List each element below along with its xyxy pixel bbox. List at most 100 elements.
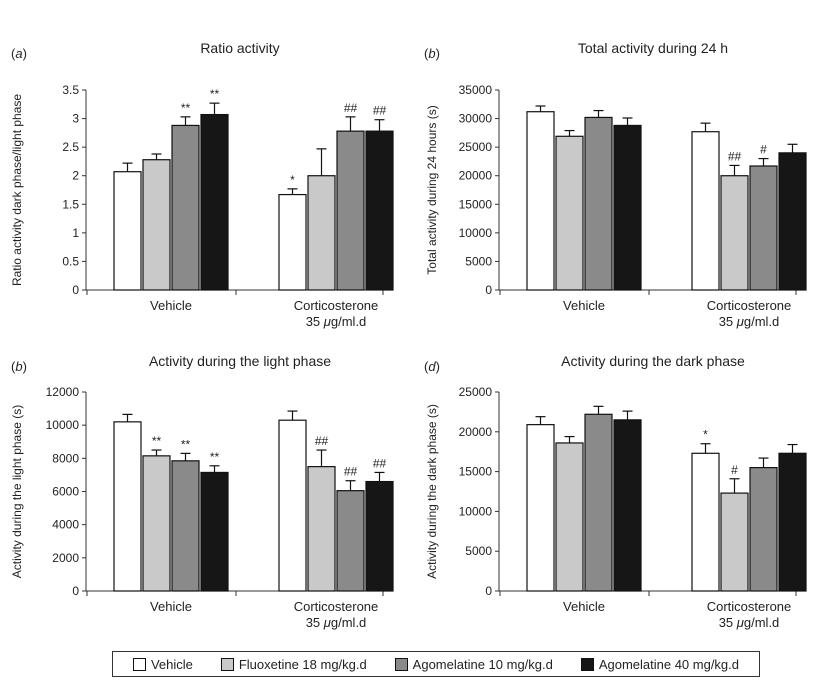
panel-4-y-tick-label: 25000 [459, 385, 493, 399]
panel-2-bar [778, 152, 807, 291]
legend-swatch-agomelatine-10 [394, 657, 408, 671]
panel-3-y-tick-label: 8000 [52, 451, 79, 465]
panel-3-significance-label: ## [373, 456, 387, 470]
panel-1-category-label: Vehicle [150, 298, 192, 313]
panel-1-label: (a) [11, 46, 27, 61]
panel-4-y-tick-label: 20000 [459, 425, 493, 439]
legend-label-fluoxetine: Fluoxetine 18 mg/kg.d [238, 656, 367, 672]
panel-1-y-tick-label: 0.5 [62, 254, 79, 268]
panel-3-bar [336, 490, 365, 592]
panel-3-y-tick-label: 2000 [52, 551, 79, 565]
panel-3-title: Activity during the light phase [149, 353, 331, 369]
panel-4-bar [691, 452, 720, 592]
panel-2-bar [584, 116, 613, 291]
panel-3-y-tick-label: 4000 [52, 518, 79, 532]
panel-4-bar [613, 419, 642, 592]
panel-4-bar [584, 413, 613, 592]
panel-1-bar [113, 171, 142, 291]
panel-2-bar [749, 165, 778, 291]
panel-3-significance-label: ## [315, 434, 329, 448]
panel-2-bar [613, 124, 642, 291]
panel-2-y-tick-label: 25000 [459, 140, 493, 154]
panel-1-y-tick-label: 2.5 [62, 140, 79, 154]
panel-1-y-tick-label: 2 [72, 169, 79, 183]
panel-3-bar [307, 466, 336, 592]
panel-1-y-tick-label: 3 [72, 112, 79, 126]
panel-1-title: Ratio activity [200, 40, 279, 56]
panel-2-y-tick-label: 0 [485, 283, 492, 297]
panel-3-category-label: Corticosterone [294, 599, 379, 614]
legend-item-agomelatine-40: Agomelatine 40 mg/kg.d [580, 656, 740, 672]
panel-2-significance-label: # [760, 143, 767, 157]
panel-3-bar [278, 419, 307, 592]
legend-swatch-agomelatine-40 [580, 657, 594, 671]
panel-4-bar [555, 442, 584, 592]
panel-1-bar [278, 193, 307, 291]
panel-1-significance-label: ## [344, 101, 358, 115]
panel-3-bar [142, 455, 171, 592]
panel-2-category-label: Vehicle [563, 298, 605, 313]
panel-2-y-tick-label: 5000 [465, 254, 492, 268]
panel-1-category-label: Corticosterone [294, 298, 379, 313]
legend-item-vehicle: Vehicle [132, 656, 193, 672]
panel-3-category-label: Vehicle [150, 599, 192, 614]
panel-2-significance-label: ## [728, 149, 742, 163]
panel-4-category-label: 35 μg/ml.d [719, 615, 780, 630]
panel-3-significance-label: ** [210, 450, 220, 464]
panel-4-significance-label: * [703, 428, 708, 442]
panel-2-bar [555, 135, 584, 291]
panel-1-bar [171, 124, 200, 291]
panel-1-significance-label: * [290, 173, 295, 187]
panel-4-category-label: Corticosterone [707, 599, 792, 614]
legend-label-vehicle: Vehicle [150, 656, 193, 672]
panel-2-y-tick-label: 10000 [459, 226, 493, 240]
panel-1-y-tick-label: 3.5 [62, 83, 79, 97]
legend-swatch-vehicle [132, 657, 146, 671]
panel-1-significance-label: ## [373, 104, 387, 118]
panel-2-y-tick-label: 30000 [459, 112, 493, 126]
panel-1-y-tick-label: 0 [72, 283, 79, 297]
panel-2-category-label: 35 μg/ml.d [719, 314, 780, 329]
legend: Vehicle Fluoxetine 18 mg/kg.d Agomelatin… [112, 651, 760, 677]
legend-swatch-fluoxetine [220, 657, 234, 671]
panel-4-y-tick-label: 5000 [465, 544, 492, 558]
panel-1-bar [200, 113, 229, 291]
panel-3-bar [171, 460, 200, 592]
panel-1-significance-label: ** [181, 101, 191, 115]
panel-4-y-tick-label: 10000 [459, 504, 493, 518]
panel-3-y-tick-label: 0 [72, 584, 79, 598]
panel-4-y-tick-label: 15000 [459, 465, 493, 479]
panel-3-significance-label: ## [344, 465, 358, 479]
legend-item-agomelatine-10: Agomelatine 10 mg/kg.d [394, 656, 553, 672]
panel-4-y-axis-title: Activity during the dark phase (s) [425, 404, 439, 579]
panel-2-bar [526, 111, 555, 291]
panel-3-significance-label: ** [152, 434, 162, 448]
panel-3-category-label: 35 μg/ml.d [306, 615, 367, 630]
panel-1-bar [365, 130, 394, 291]
panel-1-bar [336, 130, 365, 291]
panel-2-y-axis-title: Total activity during 24 hours (s) [425, 105, 439, 274]
panel-3-bar [113, 421, 142, 592]
panel-4-bar [749, 467, 778, 592]
panel-4-bar [526, 424, 555, 592]
panel-2-label: (b) [424, 46, 440, 61]
panel-2-y-tick-label: 20000 [459, 169, 493, 183]
panel-3-y-tick-label: 6000 [52, 485, 79, 499]
legend-label-agomelatine-40: Agomelatine 40 mg/kg.d [598, 656, 740, 672]
panel-4-category-label: Vehicle [563, 599, 605, 614]
panel-1-y-tick-label: 1 [72, 226, 79, 240]
panel-2-bar [691, 131, 720, 291]
panel-4-label: (d) [424, 359, 440, 374]
panel-3-y-tick-label: 12000 [46, 385, 80, 399]
panel-1-bar [307, 175, 336, 291]
legend-label-agomelatine-10: Agomelatine 10 mg/kg.d [412, 656, 553, 672]
panel-2-y-tick-label: 35000 [459, 83, 493, 97]
panel-3-bar [365, 480, 394, 592]
panel-1-y-axis-title: Ratio activity dark phase/light phase [10, 94, 24, 286]
panel-3-y-tick-label: 10000 [46, 418, 80, 432]
panel-1-y-tick-label: 1.5 [62, 197, 79, 211]
panel-3-label: (b) [11, 359, 27, 374]
panel-3-significance-label: ** [181, 437, 191, 451]
panel-4-title: Activity during the dark phase [561, 353, 745, 369]
